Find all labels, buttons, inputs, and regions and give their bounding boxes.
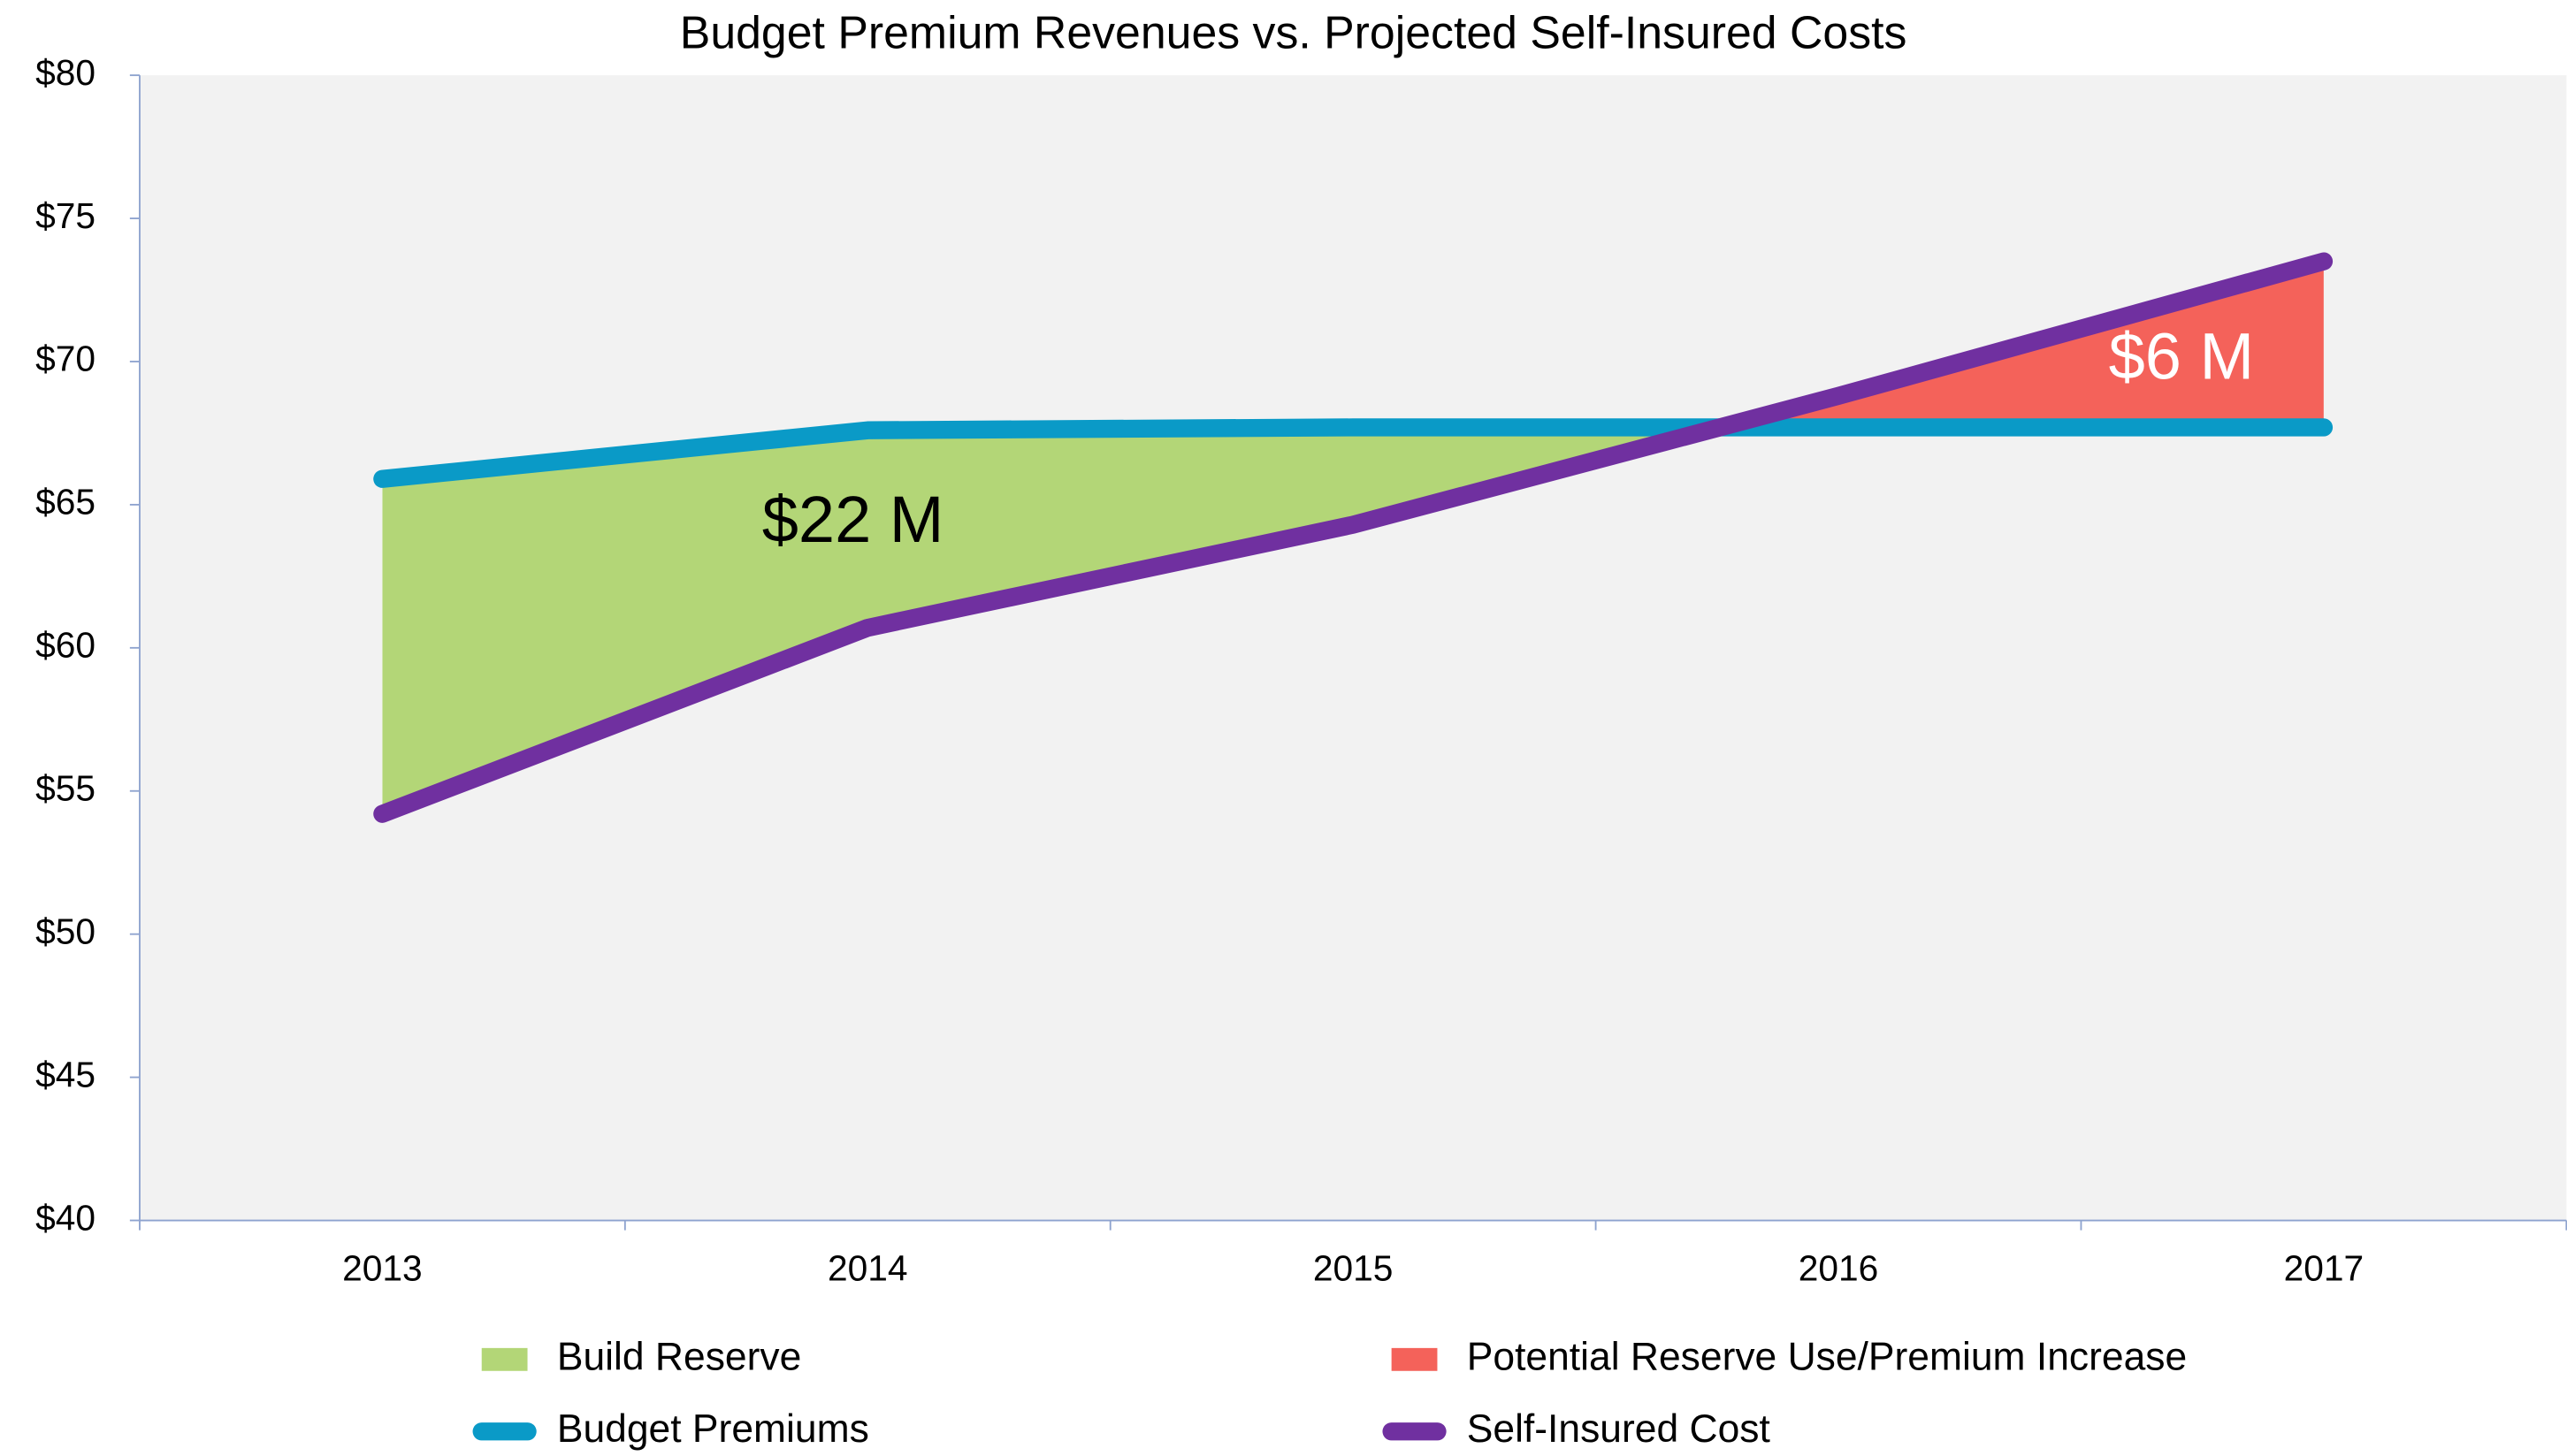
x-tick-label: 2013 — [342, 1248, 423, 1289]
legend-label: Self-Insured Cost — [1467, 1407, 1771, 1451]
annotation: $6 M — [2109, 320, 2255, 393]
line — [373, 252, 2334, 823]
x-tick-label: 2016 — [1799, 1248, 1879, 1289]
x-tick-label: 2014 — [828, 1248, 908, 1289]
y-tick-label: $60 — [35, 625, 95, 666]
legend-swatch — [481, 1347, 528, 1371]
y-tick-label: $80 — [35, 52, 95, 93]
y-tick-label: $50 — [35, 911, 95, 951]
x-tick-label: 2017 — [2284, 1248, 2365, 1289]
line — [373, 418, 2334, 488]
y-tick-label: $45 — [35, 1054, 95, 1094]
y-tick-label: $65 — [35, 482, 95, 522]
legend-label: Build Reserve — [557, 1336, 801, 1379]
annotation: $22 M — [762, 483, 944, 556]
y-tick-label: $70 — [35, 339, 95, 379]
legend-label: Budget Premiums — [557, 1407, 869, 1451]
legend-label: Potential Reserve Use/Premium Increase — [1467, 1336, 2187, 1379]
y-tick-label: $55 — [35, 767, 95, 808]
x-tick-label: 2015 — [1313, 1248, 1394, 1289]
chart-title: Budget Premium Revenues vs. Projected Se… — [680, 6, 1907, 57]
y-tick-label: $75 — [35, 195, 95, 236]
y-tick-label: $40 — [35, 1197, 95, 1238]
legend-swatch — [1391, 1347, 1438, 1371]
